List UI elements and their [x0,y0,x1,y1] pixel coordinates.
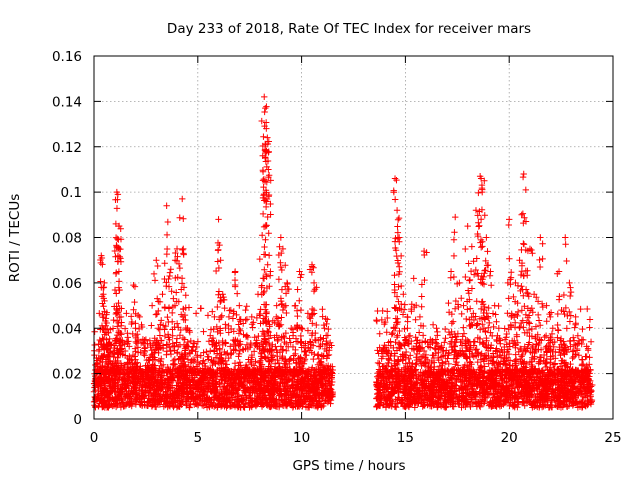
data-point [202,362,209,370]
data-point [298,344,305,351]
data-point [221,304,228,312]
data-point [441,339,448,346]
data-point [189,346,196,354]
data-point [374,307,381,315]
data-point [546,310,553,318]
data-point [399,311,407,318]
data-point [518,307,526,314]
data-point [242,361,250,369]
data-point [381,320,388,328]
data-point [586,354,593,361]
data-point [236,325,243,333]
data-point [205,338,213,345]
data-point [407,352,414,359]
data-point [274,337,281,345]
data-point [193,401,201,408]
data-point [121,325,129,332]
data-point [567,360,574,368]
data-point [584,305,591,313]
data-point [204,356,212,363]
scatter-points [90,93,596,411]
data-point [294,312,301,320]
data-point [247,339,254,347]
data-point [91,341,98,349]
data-point [501,325,508,332]
data-point [110,316,117,324]
data-point [378,355,385,362]
data-point [169,318,176,325]
data-point [504,310,511,317]
data-point [252,358,259,365]
data-point [304,310,312,317]
data-point [236,347,244,355]
data-point [214,303,221,311]
data-point [570,347,577,355]
data-point [448,320,456,327]
data-point [320,321,328,329]
data-point [376,344,383,351]
data-point [373,316,380,324]
data-point [388,331,395,338]
data-point [429,321,437,328]
data-point [323,320,330,328]
data-point [203,348,210,356]
data-point [587,338,595,346]
data-point [310,355,317,363]
data-point [324,352,331,359]
data-point [293,307,301,314]
data-point [535,317,543,324]
data-point [231,360,239,367]
data-point [315,343,323,350]
data-point [279,306,287,314]
data-point [583,343,590,350]
data-point [566,308,573,316]
data-point [106,335,113,343]
data-point [577,305,584,313]
data-point [453,358,460,366]
data-point [376,360,383,367]
data-point [550,343,557,351]
